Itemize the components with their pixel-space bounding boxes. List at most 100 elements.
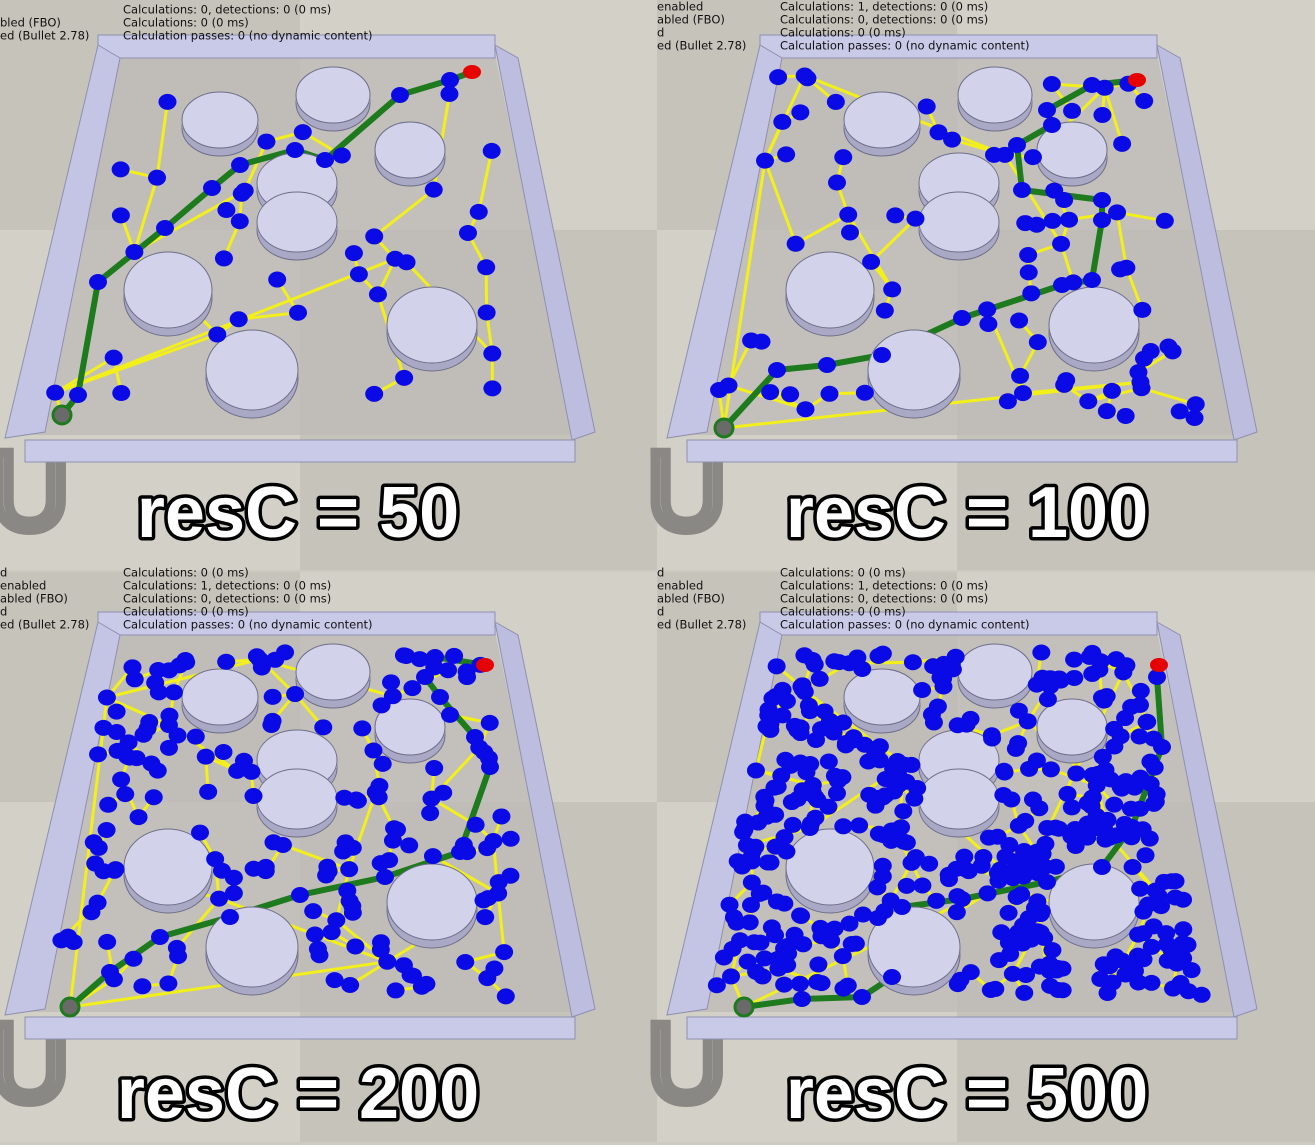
tree-node xyxy=(756,152,775,169)
tree-node xyxy=(768,950,787,967)
tree-node xyxy=(798,70,817,87)
tree-node xyxy=(766,806,785,823)
tree-node xyxy=(978,885,997,902)
tree-node xyxy=(761,384,780,401)
tree-node xyxy=(1079,393,1098,410)
path-node xyxy=(441,72,459,88)
wall xyxy=(4,44,121,439)
tree-node xyxy=(1123,859,1142,876)
tree-node xyxy=(148,169,167,186)
tree-node xyxy=(1062,828,1081,845)
tree-edge xyxy=(132,177,159,253)
tree-node xyxy=(1055,192,1074,209)
tree-node xyxy=(1097,403,1116,420)
tree-node xyxy=(825,767,844,784)
tree-node xyxy=(959,863,978,880)
status-line: enabled xyxy=(0,579,46,593)
tree-node xyxy=(1050,670,1069,687)
tree-node xyxy=(1155,212,1174,229)
status-line: Calculation passes: 0 (no dynamic conten… xyxy=(780,618,1030,632)
tree-node xyxy=(378,953,397,970)
status-line: abled (FBO) xyxy=(0,592,68,606)
tree-node xyxy=(1117,657,1136,674)
tree-node xyxy=(1185,409,1204,426)
path-node xyxy=(426,649,444,665)
panel-label: resC = 50 xyxy=(137,473,459,553)
tree-node xyxy=(995,762,1014,779)
tree-node xyxy=(286,686,305,703)
tree-node xyxy=(755,950,774,967)
tree-node xyxy=(1035,929,1054,946)
tree-node xyxy=(841,224,860,241)
tree-node xyxy=(308,940,327,957)
tree-node xyxy=(759,707,778,724)
tree-edge xyxy=(1103,87,1124,145)
tree-node xyxy=(839,206,858,223)
tree-node xyxy=(908,780,927,797)
tree-node xyxy=(1042,75,1061,92)
tree-edge xyxy=(238,311,299,321)
path-node xyxy=(1153,739,1171,755)
tree-node xyxy=(886,207,905,224)
status-line: Calculation passes: 0 (no dynamic conten… xyxy=(780,39,1030,53)
tree-node xyxy=(924,714,943,731)
tree-edge xyxy=(347,791,378,870)
tree-edge xyxy=(373,188,435,238)
start-robot xyxy=(59,996,81,1018)
status-line: ed (Bullet 2.78) xyxy=(657,39,746,53)
wall xyxy=(686,439,1238,463)
status-line: Calculations: 0, detections: 0 (0 ms) xyxy=(123,592,331,606)
tree-node xyxy=(1030,958,1049,975)
status-line: ed (Bullet 2.78) xyxy=(0,29,89,43)
tree-node xyxy=(1142,974,1161,991)
tree-node xyxy=(827,174,846,191)
tree-node xyxy=(160,707,179,724)
tree-node xyxy=(776,751,795,768)
tree-node xyxy=(1144,795,1163,812)
tree-node xyxy=(1101,771,1120,788)
tree-node xyxy=(492,808,511,825)
tree-node xyxy=(833,948,852,965)
tree-node xyxy=(805,656,824,673)
tree-node xyxy=(974,849,993,866)
tree-node xyxy=(98,933,117,950)
tree-node xyxy=(169,948,188,965)
tree-node xyxy=(1129,364,1148,381)
tree-node xyxy=(850,817,869,834)
tree-node xyxy=(1038,819,1057,836)
path-node xyxy=(1083,77,1101,93)
path-node xyxy=(818,357,836,373)
tree-node xyxy=(314,719,333,736)
tree-edge xyxy=(727,339,753,387)
path-node xyxy=(69,387,87,403)
tree-node xyxy=(1035,858,1054,875)
tree-node xyxy=(123,659,142,676)
path-node xyxy=(221,909,239,925)
tree-node xyxy=(777,843,796,860)
status-line: Calculation passes: 0 (no dynamic conten… xyxy=(123,29,373,43)
tree-node xyxy=(1108,204,1127,221)
obstacle-top xyxy=(918,191,1000,253)
tree-node xyxy=(186,728,205,745)
tree-node xyxy=(1032,644,1051,661)
obstacle-top xyxy=(386,286,478,364)
tree-node xyxy=(775,976,794,993)
tree-node xyxy=(1113,135,1132,152)
tree-node xyxy=(365,385,384,402)
tree-node xyxy=(346,938,365,955)
tree-node xyxy=(985,146,1004,163)
tree-node xyxy=(370,777,389,794)
obstacle-top xyxy=(181,668,259,726)
tree-node xyxy=(994,786,1013,803)
tree-node xyxy=(913,877,932,894)
tree-node xyxy=(913,682,932,699)
obstacle-top xyxy=(843,91,921,149)
tree-node xyxy=(988,864,1007,881)
obstacle-top xyxy=(181,91,259,149)
path-node xyxy=(1053,277,1071,293)
tree-node xyxy=(1136,847,1155,864)
tree-node xyxy=(961,710,980,727)
tree-node xyxy=(1138,713,1157,730)
